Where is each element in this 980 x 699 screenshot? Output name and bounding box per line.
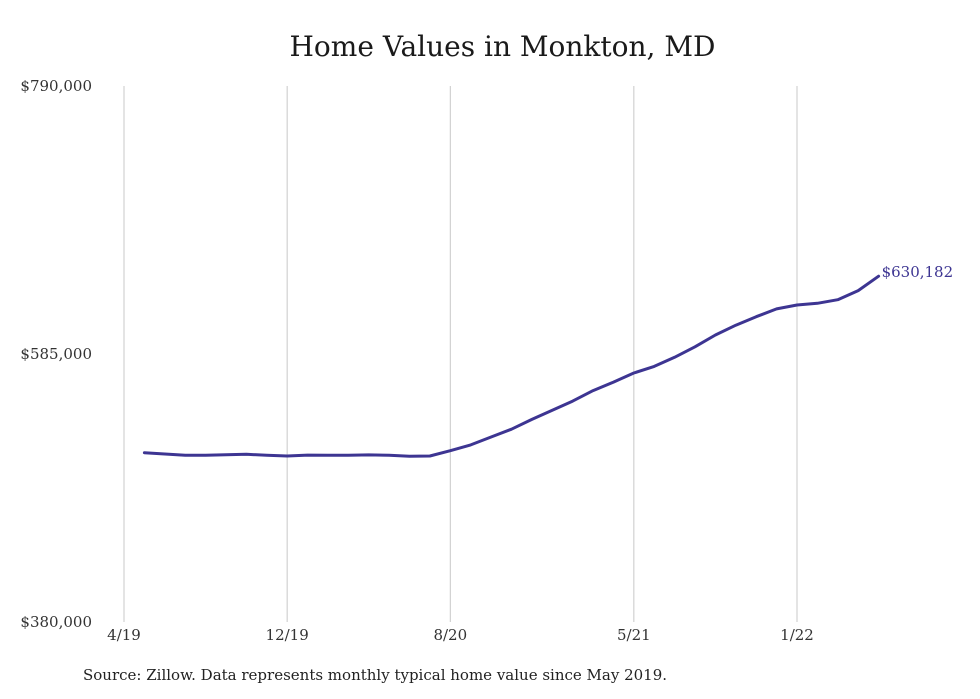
x-tick-label: 4/19 — [107, 626, 141, 644]
series-line — [142, 274, 881, 458]
source-note: Source: Zillow. Data represents monthly … — [83, 666, 668, 684]
x-axis: 4/19 12/19 8/20 5/21 1/22 — [107, 626, 814, 644]
data-labels: $630,182 — [882, 263, 954, 281]
y-tick-label: $790,000 — [20, 77, 92, 95]
chart-title: Home Values in Monkton, MD — [289, 30, 716, 63]
x-tick-label: 5/21 — [617, 626, 651, 644]
gridlines — [123, 86, 798, 622]
y-tick-label: $380,000 — [20, 613, 92, 631]
x-tick-label: 1/22 — [780, 626, 814, 644]
series-lines — [142, 274, 881, 458]
y-tick-label: $585,000 — [20, 345, 92, 363]
end-value-label: $630,182 — [882, 263, 954, 281]
y-axis: $380,000 $585,000 $790,000 — [20, 77, 92, 631]
x-tick-label: 8/20 — [433, 626, 467, 644]
x-tick-label: 12/19 — [266, 626, 309, 644]
